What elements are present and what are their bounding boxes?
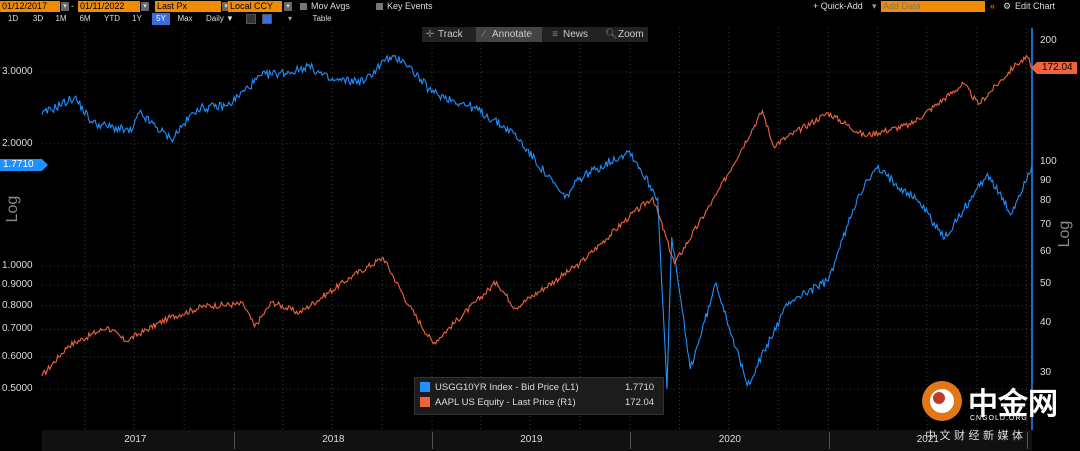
right-axis-tick-label: 90 — [1040, 174, 1052, 186]
cngold-watermark: 中金网 CNGOLD.ORG 中 文 财 经 新 媒 体 — [920, 377, 1080, 451]
x-axis-tick-label: 2020 — [718, 434, 741, 445]
line-chart-icon[interactable] — [246, 14, 256, 24]
top-toolbar: 01/12/2017 ▾ - 01/11/2022 ▾ Last Px ▾ Lo… — [0, 0, 1080, 13]
right-axis-tick-label: 200 — [1040, 35, 1057, 46]
right-axis-tick-label: 80 — [1040, 195, 1052, 207]
news-tool[interactable]: ≡ News — [550, 27, 588, 42]
mov-avgs-checkbox[interactable] — [300, 3, 307, 10]
left-axis-tick-label: 2.0000 — [2, 137, 33, 149]
x-axis-year-divider — [432, 432, 433, 449]
crosshair-icon: ✛ — [425, 29, 435, 40]
mov-avgs-label: Mov Avgs — [311, 1, 350, 11]
collapse-toolbar-icon[interactable]: « — [990, 1, 996, 11]
period-select[interactable]: Daily ▼ — [206, 14, 234, 23]
left-axis-tick-label: 1.0000 — [2, 260, 33, 272]
news-icon: ≡ — [552, 29, 558, 40]
chart-style-dropdown-icon[interactable]: ▾ — [287, 14, 292, 23]
range-toolbar: 1D 3D 1M 6M YTD 1Y 5Y Max Daily ▼ ▾ Table — [0, 13, 1080, 25]
zoom-tool[interactable]: 🔍︎Zoom — [605, 27, 644, 42]
price-type-dropdown-icon[interactable]: ▾ — [222, 2, 230, 11]
aapl-last-value-badge: 172.04 — [1031, 62, 1077, 74]
range-button-5y[interactable]: 5Y — [152, 13, 170, 25]
range-button-6m[interactable]: 6M — [79, 14, 91, 23]
range-button-max[interactable]: Max — [177, 14, 193, 23]
range-button-1d[interactable]: 1D — [7, 14, 19, 23]
chart-tools-bar: ✛ Track ⁄ Annotate ≡ News 🔍︎Zoom — [422, 27, 648, 42]
range-button-1y[interactable]: 1Y — [132, 14, 142, 23]
left-axis-tick-label: 0.7000 — [2, 323, 33, 335]
right-axis-scale-label: Log — [1056, 220, 1073, 248]
key-events-label: Key Events — [387, 1, 433, 11]
price-type-select[interactable]: Last Px — [155, 1, 221, 12]
watermark-brand: 中金网 — [968, 387, 1058, 422]
end-date-field[interactable]: 01/11/2022 — [78, 1, 140, 12]
bar-chart-icon[interactable] — [262, 14, 272, 24]
legend-value-aapl: 172.04 — [625, 397, 655, 408]
x-axis — [42, 430, 1032, 451]
x-axis-year-divider — [630, 432, 631, 449]
quick-add-dropdown-icon[interactable]: ▾ — [872, 1, 877, 11]
x-axis-tick-label: 2019 — [520, 434, 543, 445]
right-axis-tick-label: 30 — [1040, 367, 1052, 378]
aapl-price-line[interactable] — [41, 54, 1033, 377]
cngold-logo-icon — [922, 381, 962, 421]
right-axis-tick-label: 60 — [1040, 245, 1052, 257]
watermark-tagline: 中 文 财 经 新 媒 体 — [925, 429, 1023, 442]
zoom-label: Zoom — [618, 29, 644, 40]
start-date-calendar-icon[interactable]: ▾ — [61, 2, 69, 11]
legend-swatch-aapl — [420, 397, 430, 408]
right-axis-tick-label: 50 — [1040, 277, 1052, 289]
left-axis-tick-label: 3.0000 — [2, 66, 33, 77]
annotate-label: Annotate — [492, 29, 533, 40]
news-label: News — [563, 29, 589, 40]
quick-add-button[interactable]: + Quick-Add — [813, 1, 863, 11]
right-axis-tick-label: 70 — [1040, 218, 1052, 230]
left-axis-tick-label: 0.5000 — [2, 383, 33, 394]
legend-entry-aapl[interactable]: AAPL US Equity - Last Price (R1) 172.04 — [420, 396, 654, 410]
date-separator: - — [71, 1, 74, 11]
x-axis-tick-label: 2021 — [916, 434, 939, 445]
range-button-1m[interactable]: 1M — [55, 14, 67, 23]
currency-dropdown-icon[interactable]: ▾ — [284, 2, 292, 11]
gear-icon[interactable]: ⚙ — [1003, 1, 1012, 11]
key-events-checkbox[interactable] — [376, 3, 383, 10]
x-axis-year-divider — [1027, 432, 1028, 449]
right-axis-tick-label: 40 — [1040, 316, 1052, 328]
x-axis-tick-label: 2017 — [124, 434, 147, 445]
table-button[interactable]: Table — [312, 14, 332, 23]
legend-value-treasury: 1.7710 — [625, 382, 655, 393]
legend-entry-treasury[interactable]: USGG10YR Index - Bid Price (L1) 1.7710 — [420, 381, 654, 395]
chart-legend[interactable]: USGG10YR Index - Bid Price (L1) 1.7710 AA… — [414, 377, 664, 415]
range-button-3d[interactable]: 3D — [32, 14, 44, 23]
treasury-last-value-badge: 1.7710 — [0, 159, 48, 171]
edit-chart-button[interactable]: Edit Chart — [1015, 1, 1056, 11]
annotate-tool[interactable]: ⁄ Annotate — [476, 27, 542, 42]
legend-swatch-treasury — [420, 382, 430, 393]
x-axis-year-divider — [234, 432, 235, 449]
zoom-icon: 🔍︎ — [605, 29, 618, 40]
x-axis-year-divider — [829, 432, 830, 449]
legend-label-aapl: AAPL US Equity - Last Price (R1) — [435, 397, 576, 408]
pencil-icon: ⁄ — [483, 29, 485, 40]
legend-label-treasury: USGG10YR Index - Bid Price (L1) — [435, 382, 579, 393]
range-button-ytd[interactable]: YTD — [104, 14, 120, 23]
start-date-field[interactable]: 01/12/2017 — [0, 1, 60, 12]
left-axis-tick-label: 0.6000 — [2, 350, 33, 362]
right-axis-tick-label: 100 — [1040, 156, 1057, 168]
left-axis-scale-label: Log — [4, 195, 21, 223]
x-axis-tick-label: 2018 — [322, 434, 345, 445]
treasury-yield-line[interactable] — [41, 54, 1033, 390]
left-axis-tick-label: 0.9000 — [2, 279, 33, 290]
add-data-input[interactable] — [881, 1, 985, 12]
watermark-url: CNGOLD.ORG — [970, 415, 1028, 422]
track-label: Track — [438, 29, 463, 40]
left-axis-tick-label: 0.8000 — [2, 299, 33, 311]
track-tool[interactable]: ✛ Track — [425, 27, 463, 42]
currency-select[interactable]: Local CCY — [228, 1, 282, 12]
end-date-calendar-icon[interactable]: ▾ — [141, 2, 149, 11]
